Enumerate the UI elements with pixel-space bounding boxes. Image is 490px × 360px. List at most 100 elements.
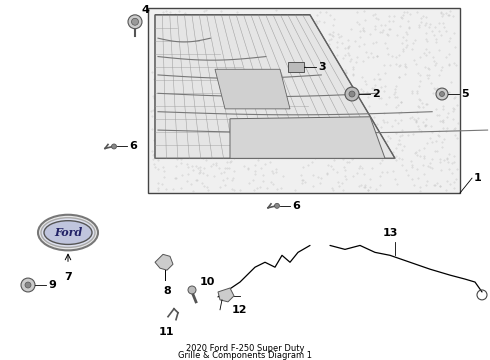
Point: [420, 155, 428, 161]
Point: [447, 79, 455, 85]
Point: [167, 90, 174, 96]
Point: [394, 137, 402, 143]
Point: [226, 85, 234, 91]
Point: [225, 85, 233, 90]
Point: [442, 187, 450, 193]
Point: [340, 55, 347, 61]
Point: [286, 109, 294, 115]
Point: [420, 171, 428, 177]
Point: [360, 171, 368, 177]
Point: [437, 184, 444, 189]
Point: [262, 48, 270, 53]
Point: [440, 24, 448, 30]
Point: [178, 65, 186, 71]
Point: [269, 181, 277, 187]
Point: [199, 122, 207, 128]
Point: [217, 147, 224, 152]
Point: [359, 25, 367, 31]
Point: [174, 57, 182, 63]
Point: [422, 46, 430, 51]
Point: [182, 23, 190, 29]
Point: [292, 188, 299, 193]
Point: [397, 99, 405, 104]
Point: [338, 76, 346, 82]
Point: [289, 73, 297, 79]
Point: [398, 15, 406, 21]
Point: [215, 165, 223, 171]
Point: [317, 84, 325, 90]
Point: [278, 132, 286, 138]
Point: [340, 156, 347, 162]
Point: [311, 85, 319, 91]
Point: [413, 166, 421, 172]
Point: [151, 40, 159, 46]
Point: [235, 93, 243, 98]
Point: [386, 135, 394, 141]
Point: [169, 186, 177, 192]
Point: [265, 84, 273, 90]
Point: [352, 145, 360, 150]
Point: [272, 124, 280, 130]
Point: [428, 139, 436, 145]
Point: [349, 89, 357, 94]
Point: [402, 44, 410, 50]
Point: [161, 70, 169, 76]
Point: [162, 101, 170, 107]
Point: [388, 53, 396, 59]
Point: [350, 153, 358, 159]
Point: [424, 66, 432, 71]
Point: [337, 82, 344, 88]
Point: [350, 109, 358, 114]
Point: [183, 48, 191, 54]
Point: [329, 22, 337, 28]
Point: [160, 18, 168, 23]
Point: [317, 31, 325, 36]
Point: [377, 124, 385, 130]
Point: [190, 144, 198, 150]
Point: [252, 130, 260, 136]
Point: [401, 71, 409, 77]
Point: [344, 45, 352, 51]
Point: [152, 84, 160, 90]
Point: [306, 43, 314, 49]
Point: [232, 14, 240, 20]
Point: [395, 74, 403, 80]
Point: [346, 58, 354, 64]
Point: [309, 183, 317, 188]
Point: [369, 85, 377, 91]
Point: [310, 94, 318, 100]
Point: [353, 108, 361, 114]
Text: 6: 6: [129, 141, 137, 152]
Point: [315, 44, 323, 50]
Point: [304, 112, 312, 118]
Point: [384, 152, 392, 158]
Point: [167, 75, 174, 81]
Point: [230, 188, 238, 193]
Point: [416, 78, 424, 84]
Point: [316, 126, 324, 131]
Point: [411, 57, 418, 62]
Text: 1: 1: [474, 173, 482, 183]
Point: [188, 163, 196, 169]
Point: [262, 161, 270, 167]
Point: [423, 140, 431, 146]
Point: [262, 21, 270, 27]
Point: [202, 47, 210, 53]
Point: [188, 90, 196, 96]
Point: [170, 154, 178, 160]
Point: [439, 20, 446, 26]
Point: [232, 141, 240, 147]
Point: [382, 101, 390, 107]
Point: [262, 149, 270, 154]
Point: [148, 69, 156, 75]
Point: [282, 41, 290, 46]
Point: [427, 80, 435, 86]
Point: [389, 18, 397, 24]
Point: [172, 125, 179, 131]
Point: [201, 80, 209, 86]
Point: [251, 68, 259, 73]
Point: [353, 19, 361, 24]
Point: [202, 8, 210, 13]
Point: [253, 85, 261, 91]
Text: 5: 5: [461, 89, 468, 99]
